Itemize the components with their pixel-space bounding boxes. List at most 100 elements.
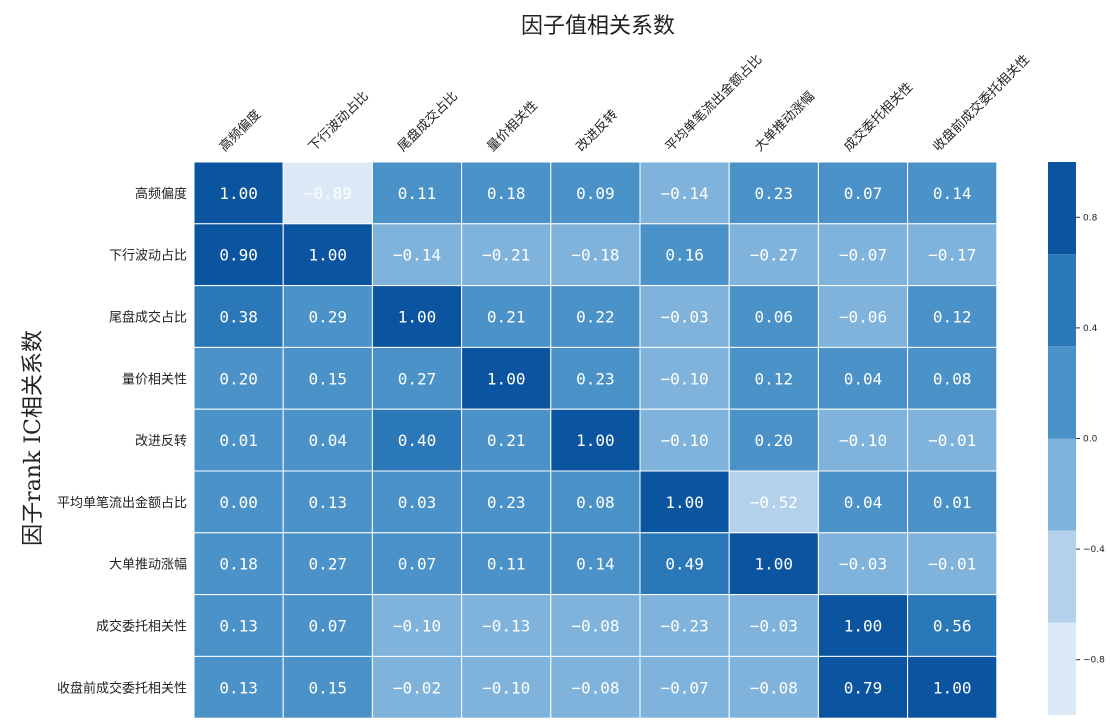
- heatmap-cell: [193, 223, 284, 287]
- heatmap-cell: [461, 408, 552, 472]
- cell-value-label: 0.21: [487, 308, 526, 327]
- cell-value-label: 0.08: [576, 493, 615, 512]
- colorbar-tick-label: 0.4: [1083, 324, 1098, 334]
- cell-value-label: −0.14: [661, 184, 709, 203]
- colorbar-segment: [1048, 530, 1076, 623]
- column-labels: 高频偏度 下行波动占比 尾盘成交占比 量价相关性 改进反转 平均单笔流出金额占比大单推动涨…: [216, 52, 1033, 155]
- cell-value-label: 0.08: [933, 369, 972, 388]
- heatmap-cell: [550, 470, 641, 534]
- colorbar-tick-label: 0.8: [1083, 213, 1098, 223]
- cell-value-label: −0.10: [393, 617, 441, 636]
- heatmap-cell: [639, 408, 730, 472]
- cell-value-label: 0.90: [219, 246, 258, 265]
- heatmap-cell: [193, 532, 284, 596]
- cell-value-label: −0.03: [750, 617, 798, 636]
- cell-value-label: −0.18: [571, 246, 619, 265]
- cell-value-label: 0.14: [576, 555, 615, 574]
- cell-value-label: 0.27: [398, 369, 437, 388]
- heatmap-cell: [371, 285, 463, 348]
- row-label: 下行波动占比: [109, 249, 187, 264]
- heatmap-cell: [550, 594, 641, 657]
- heatmap-cell: [371, 655, 463, 719]
- cell-value-label: 1.00: [576, 431, 615, 450]
- cell-value-label: 0.23: [487, 493, 526, 512]
- cell-value-label: −0.01: [928, 555, 976, 574]
- heatmap-cell: [639, 594, 730, 657]
- heatmap-cell: [461, 161, 552, 225]
- column-label: 收盘前成交委托相关性: [930, 52, 1033, 155]
- cell-value-label: 0.03: [398, 493, 437, 512]
- cell-value-label: 0.14: [933, 184, 972, 203]
- cell-value-label: 1.00: [398, 308, 437, 327]
- heatmap-cell: [550, 223, 641, 287]
- row-label: 高频偏度: [135, 186, 187, 202]
- heatmap-cell: [550, 285, 641, 348]
- heatmap-cell: [817, 346, 909, 410]
- cell-value-label: 0.15: [309, 678, 348, 697]
- column-label: 尾盘成交占比: [395, 88, 461, 154]
- cell-value-label: 1.00: [755, 555, 794, 574]
- heatmap-cell: [550, 532, 641, 596]
- colorbar-segment: [1048, 346, 1076, 439]
- cell-value-label: 0.49: [665, 555, 704, 574]
- heatmap-cell: [461, 285, 552, 348]
- cell-value-label: 0.12: [933, 308, 972, 327]
- cell-value-label: −0.10: [661, 431, 709, 450]
- heatmap-cell: [282, 470, 373, 534]
- column-label: 高频偏度: [216, 107, 264, 155]
- heatmap-cell: [639, 655, 730, 719]
- cell-value-label: 0.09: [576, 184, 615, 203]
- heatmap-cell: [371, 408, 463, 472]
- cell-value-label: 0.13: [219, 678, 258, 697]
- heatmap-cell: [282, 655, 373, 719]
- heatmap-cell: [371, 223, 463, 287]
- heatmap-cell: [907, 470, 998, 534]
- cell-value-label: 1.00: [309, 246, 348, 265]
- cell-value-label: 0.11: [398, 184, 437, 203]
- cell-value-label: 0.01: [219, 431, 258, 450]
- cell-value-label: −0.08: [750, 678, 798, 697]
- heatmap-cell: [461, 346, 552, 410]
- colorbar-tick-label: −0.4: [1083, 545, 1105, 555]
- heatmap-cell: [282, 532, 373, 596]
- cell-value-label: −0.08: [571, 617, 619, 636]
- heatmap-cell: [193, 161, 284, 225]
- cell-value-label: 0.20: [755, 431, 794, 450]
- heatmap-cell: [193, 655, 284, 719]
- row-label: 改进反转: [135, 434, 187, 449]
- cell-value-label: 0.04: [844, 369, 883, 388]
- cell-value-label: −0.17: [928, 246, 976, 265]
- heatmap-cell: [817, 223, 909, 287]
- cell-value-label: 0.12: [755, 369, 794, 388]
- cell-value-label: 0.07: [844, 184, 883, 203]
- cell-value-label: 0.56: [933, 617, 972, 636]
- heatmap-cell: [461, 655, 552, 719]
- heatmap-cell: [461, 594, 552, 657]
- heatmap-cell: [907, 223, 998, 287]
- colorbar-segment: [1048, 254, 1076, 347]
- colorbar-segment: [1048, 622, 1076, 715]
- heatmap-cell: [907, 408, 998, 472]
- heatmap-cell: [282, 408, 373, 472]
- row-label: 量价相关性: [122, 372, 187, 387]
- cell-value-label: 0.18: [487, 184, 526, 203]
- cell-value-label: −0.03: [661, 308, 709, 327]
- column-label: 改进反转: [574, 107, 621, 154]
- cell-value-label: 0.23: [576, 369, 615, 388]
- chart-title: 因子值相关系数: [521, 14, 675, 39]
- colorbar-tick-label: 0.0: [1083, 435, 1098, 445]
- row-label: 大单推动涨幅: [109, 558, 187, 573]
- heatmap-cell: [282, 346, 373, 410]
- heatmap-cell: [550, 655, 641, 719]
- cell-value-label: 1.00: [219, 184, 258, 203]
- colorbar-tick-label: −0.8: [1083, 656, 1105, 666]
- cell-value-label: −0.06: [839, 308, 887, 327]
- cell-value-label: 0.21: [487, 431, 526, 450]
- colorbar-segment: [1048, 438, 1076, 531]
- heatmap-cell: [728, 655, 819, 719]
- cell-value-label: 1.00: [844, 617, 883, 636]
- cell-value-label: 0.29: [309, 308, 348, 327]
- cell-value-label: −0.21: [482, 246, 530, 265]
- column-label: 大单推动涨幅: [752, 89, 818, 155]
